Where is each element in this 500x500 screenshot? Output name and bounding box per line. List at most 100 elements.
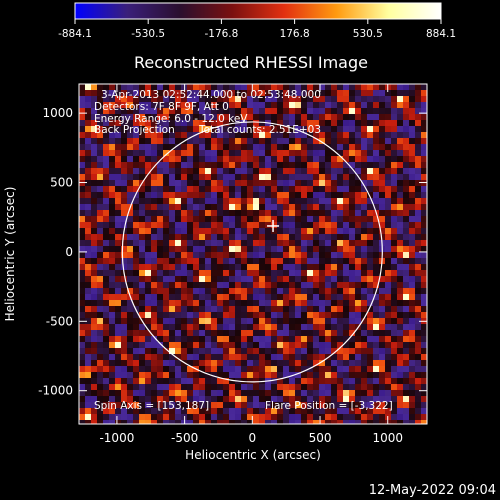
heatmap-cell <box>373 312 379 318</box>
heatmap-cell <box>235 372 241 378</box>
heatmap-cell <box>253 312 259 318</box>
heatmap-cell <box>181 198 187 204</box>
heatmap-cell <box>175 174 181 180</box>
heatmap-cell <box>337 306 343 312</box>
heatmap-cell <box>385 168 391 174</box>
heatmap-cell <box>379 144 385 150</box>
heatmap-cell <box>301 324 307 330</box>
heatmap-cell <box>415 288 421 294</box>
heatmap-cell <box>151 396 157 402</box>
heatmap-cell <box>361 264 367 270</box>
heatmap-cell <box>163 384 169 390</box>
heatmap-cell <box>379 414 385 420</box>
heatmap-cell <box>169 174 175 180</box>
heatmap-cell <box>319 204 325 210</box>
heatmap-cell <box>409 414 415 420</box>
heatmap-cell <box>409 96 415 102</box>
heatmap-cell <box>283 336 289 342</box>
heatmap-cell <box>241 234 247 240</box>
heatmap-cell <box>373 246 379 252</box>
heatmap-cell <box>367 396 373 402</box>
heatmap-cell <box>79 162 85 168</box>
heatmap-cell <box>85 198 91 204</box>
heatmap-cell <box>301 204 307 210</box>
heatmap-cell <box>139 102 145 108</box>
heatmap-cell <box>133 288 139 294</box>
heatmap-cell <box>337 240 343 246</box>
heatmap-cell <box>85 414 91 420</box>
heatmap-cell <box>241 96 247 102</box>
heatmap-cell <box>265 138 271 144</box>
heatmap-cell <box>145 240 151 246</box>
heatmap-cell <box>271 204 277 210</box>
heatmap-cell <box>229 390 235 396</box>
heatmap-cell <box>103 228 109 234</box>
heatmap-cell <box>187 414 193 420</box>
heatmap-cell <box>109 156 115 162</box>
heatmap-cell <box>271 336 277 342</box>
heatmap-cell <box>403 288 409 294</box>
heatmap-cell <box>355 162 361 168</box>
heatmap-cell <box>103 156 109 162</box>
heatmap-cell <box>319 282 325 288</box>
heatmap-cell <box>145 396 151 402</box>
heatmap-cell <box>409 216 415 222</box>
heatmap-cell <box>409 366 415 372</box>
heatmap-cell <box>103 144 109 150</box>
heatmap-cell <box>283 318 289 324</box>
heatmap-cell <box>349 306 355 312</box>
heatmap-cell <box>319 90 325 96</box>
heatmap-cell <box>325 198 331 204</box>
heatmap-cell <box>295 408 301 414</box>
heatmap-cell <box>109 144 115 150</box>
heatmap-cell <box>421 90 427 96</box>
heatmap-cell <box>241 384 247 390</box>
heatmap-cell <box>127 138 133 144</box>
heatmap-cell <box>85 144 91 150</box>
heatmap-cell <box>157 120 163 126</box>
heatmap-cell <box>175 354 181 360</box>
heatmap-cell <box>145 276 151 282</box>
heatmap-cell <box>139 126 145 132</box>
heatmap-cell <box>145 294 151 300</box>
heatmap-cell <box>403 390 409 396</box>
heatmap-cell <box>193 234 199 240</box>
heatmap-cell <box>343 246 349 252</box>
heatmap-cell <box>313 342 319 348</box>
heatmap-cell <box>379 378 385 384</box>
heatmap-cell <box>283 198 289 204</box>
heatmap-cell <box>121 276 127 282</box>
heatmap-cell <box>391 354 397 360</box>
heatmap-cell <box>301 216 307 222</box>
heatmap-cell <box>319 108 325 114</box>
heatmap-cell <box>337 222 343 228</box>
heatmap-cell <box>379 360 385 366</box>
heatmap-cell <box>79 126 85 132</box>
heatmap-cell <box>415 282 421 288</box>
heatmap-cell <box>325 408 331 414</box>
heatmap-cell <box>229 90 235 96</box>
heatmap-cell <box>289 378 295 384</box>
heatmap-cell <box>175 108 181 114</box>
heatmap-cell <box>289 366 295 372</box>
heatmap-cell <box>133 114 139 120</box>
heatmap-cell <box>373 222 379 228</box>
heatmap-cell <box>391 318 397 324</box>
heatmap-cell <box>223 162 229 168</box>
heatmap-cell <box>301 168 307 174</box>
colorbar-tick-label: 884.1 <box>426 28 456 40</box>
heatmap-cell <box>409 390 415 396</box>
heatmap-cell <box>331 306 337 312</box>
heatmap-cell <box>151 252 157 258</box>
heatmap-cell <box>409 162 415 168</box>
annotation-flare-position: Flare Position = [-3,322] <box>265 400 393 412</box>
heatmap-cell <box>259 168 265 174</box>
heatmap-cell <box>283 240 289 246</box>
heatmap-cell <box>109 270 115 276</box>
colorbar: -884.1 -530.5 -176.8 176.8 530.5 884.1 <box>58 2 456 40</box>
heatmap-cell <box>421 330 427 336</box>
colorbar-fill <box>74 2 442 20</box>
heatmap-cell <box>169 240 175 246</box>
heatmap-cell <box>259 180 265 186</box>
heatmap-cell <box>127 240 133 246</box>
